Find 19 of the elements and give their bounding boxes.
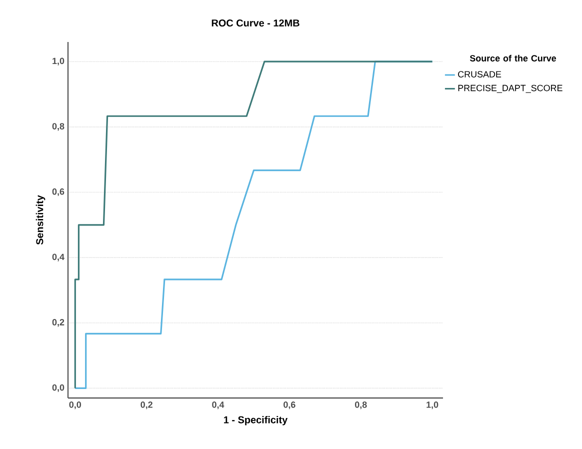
x-axis-title: 1 - Specificity: [224, 416, 288, 426]
x-tick-label: 0,8: [354, 402, 367, 410]
y-tick-label: 1,0: [52, 58, 64, 66]
chart-title: ROC Curve - 12MB: [212, 19, 300, 27]
x-tick-label: 1,0: [426, 402, 438, 410]
y-tick-label: 0,6: [52, 188, 64, 196]
y-axis-title: Sensitivity: [36, 195, 46, 245]
legend-title: Source of the Curve: [470, 54, 556, 62]
y-tick-label: 0,8: [52, 123, 64, 131]
legend-label: PRECISE_DAPT_SCORE: [458, 84, 562, 93]
y-tick-label: 0,0: [52, 384, 64, 392]
x-tick-label: 0,6: [284, 402, 296, 410]
line-series: [74, 60, 434, 389]
legend-label: CRUSADE: [458, 71, 502, 78]
y-tick-label: 0,4: [52, 254, 64, 262]
x-tick-label: 0,4: [212, 402, 224, 410]
y-tick-label: 0,2: [52, 319, 64, 327]
x-tick-label: 0,2: [140, 402, 152, 410]
x-tick-label: 0,0: [69, 402, 82, 410]
